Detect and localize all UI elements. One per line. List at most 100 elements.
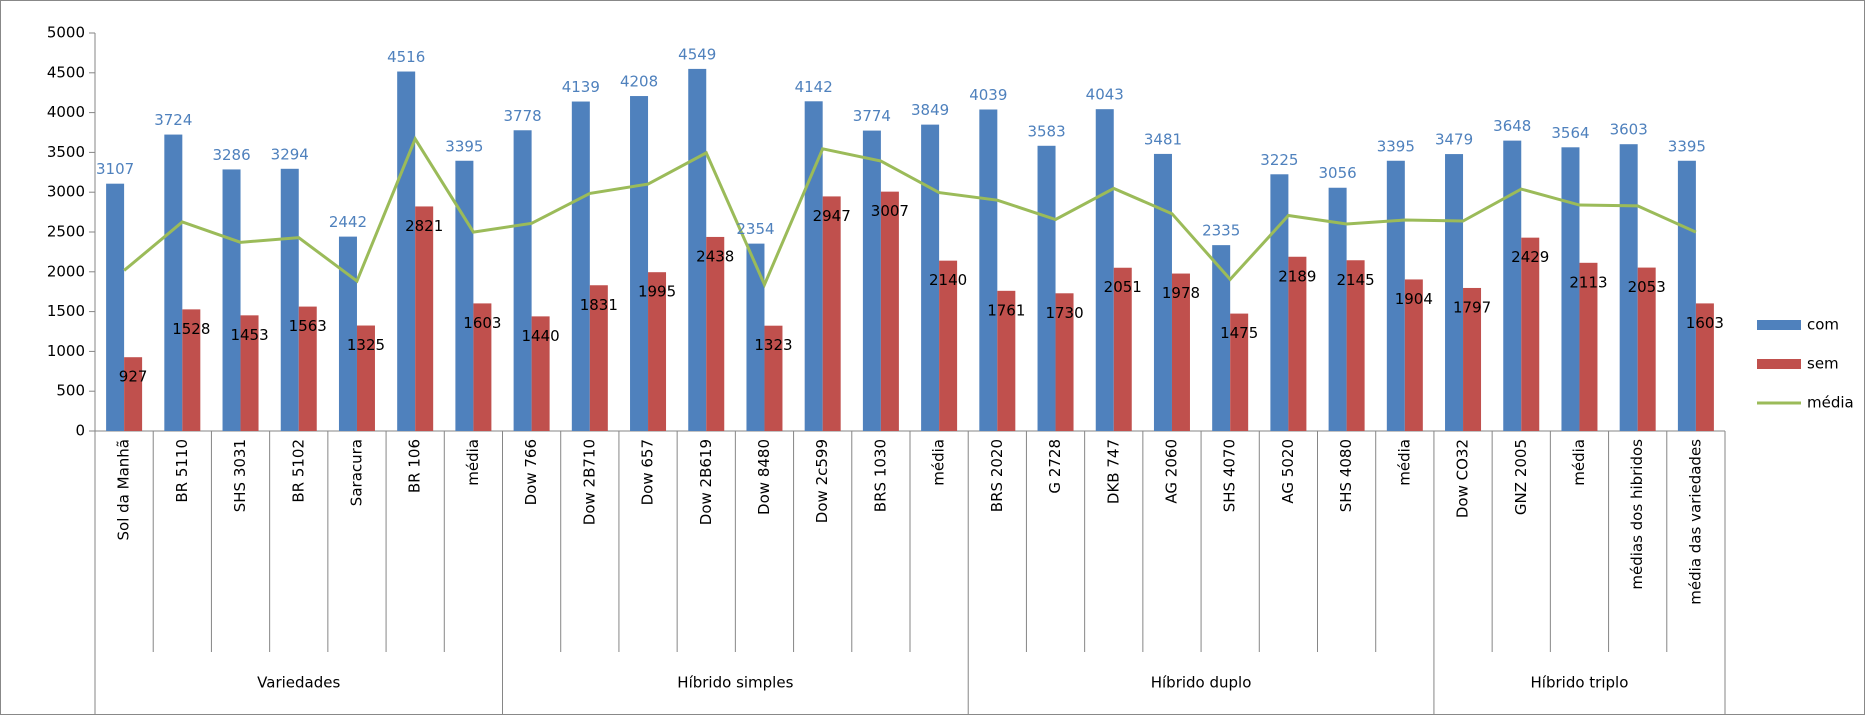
data-label: 1453 bbox=[230, 326, 268, 344]
bar bbox=[106, 183, 125, 431]
bar bbox=[1445, 154, 1464, 431]
data-label: 3395 bbox=[445, 137, 483, 155]
data-label: 3294 bbox=[271, 145, 309, 163]
data-label: 3007 bbox=[871, 202, 909, 220]
y-tick-label: 1500 bbox=[47, 302, 85, 320]
bar bbox=[921, 124, 940, 431]
data-label: 4139 bbox=[562, 78, 600, 96]
x-tick-label: AG 2060 bbox=[1162, 439, 1180, 504]
x-tick-label: Dow CO32 bbox=[1454, 439, 1472, 518]
bar bbox=[513, 130, 532, 432]
bar bbox=[415, 206, 434, 431]
y-tick-label: 0 bbox=[75, 422, 85, 440]
legend-label: com bbox=[1807, 316, 1839, 334]
x-tick-label: SHS 3031 bbox=[231, 439, 249, 512]
bar bbox=[706, 236, 725, 431]
x-tick-label: média bbox=[1395, 439, 1413, 486]
bar bbox=[1113, 267, 1132, 431]
x-tick-label: BR 5102 bbox=[289, 439, 307, 503]
data-label: 2438 bbox=[696, 247, 734, 265]
bar bbox=[182, 309, 201, 431]
bar bbox=[240, 315, 259, 431]
y-tick-label: 3500 bbox=[47, 143, 85, 161]
data-label: 3583 bbox=[1027, 122, 1065, 140]
bar bbox=[648, 272, 667, 431]
y-tick-label: 4500 bbox=[47, 63, 85, 81]
x-tick-label: Sol da Manhã bbox=[115, 439, 133, 540]
data-label: 1528 bbox=[172, 320, 210, 338]
data-label: 4039 bbox=[969, 86, 1007, 104]
bar bbox=[1404, 279, 1423, 431]
data-label: 3225 bbox=[1260, 151, 1298, 169]
data-label: 4516 bbox=[387, 48, 425, 66]
bar bbox=[531, 316, 550, 431]
x-tick-label: Dow 657 bbox=[639, 439, 657, 505]
data-label: 3107 bbox=[96, 160, 134, 178]
y-tick-label: 5000 bbox=[47, 24, 85, 42]
x-tick-label: GNZ 2005 bbox=[1512, 439, 1530, 515]
x-tick-label: média bbox=[1570, 439, 1588, 486]
bar bbox=[630, 96, 649, 431]
line bbox=[123, 135, 1697, 289]
bar bbox=[1212, 245, 1231, 431]
x-tick-label: Dow 766 bbox=[522, 439, 540, 505]
data-label: 2051 bbox=[1104, 278, 1142, 296]
bar bbox=[124, 357, 143, 431]
bar bbox=[589, 285, 608, 431]
data-label: 3481 bbox=[1144, 130, 1182, 148]
bar bbox=[1153, 153, 1172, 431]
data-label: 1323 bbox=[754, 336, 792, 354]
data-label: 3056 bbox=[1319, 164, 1357, 182]
x-tick-label: G 2728 bbox=[1046, 439, 1064, 494]
bar bbox=[397, 71, 416, 431]
bar bbox=[1270, 174, 1289, 432]
bar bbox=[1171, 273, 1190, 431]
y-tick-label: 500 bbox=[56, 382, 85, 400]
data-label: 3648 bbox=[1493, 117, 1531, 135]
data-label: 1475 bbox=[1220, 324, 1258, 342]
bar bbox=[164, 134, 183, 432]
data-label: 1603 bbox=[1686, 314, 1724, 332]
x-tick-label: SHS 4070 bbox=[1221, 439, 1239, 512]
data-label: 3778 bbox=[504, 107, 542, 125]
x-tick-label: AG 5020 bbox=[1279, 439, 1297, 504]
bar bbox=[222, 169, 241, 432]
group-label: Híbrido duplo bbox=[1151, 674, 1252, 692]
bar bbox=[822, 196, 841, 431]
bar bbox=[1579, 262, 1598, 431]
data-label: 1978 bbox=[1162, 284, 1200, 302]
data-label: 1440 bbox=[522, 327, 560, 345]
bar bbox=[338, 236, 357, 431]
data-label: 2053 bbox=[1628, 278, 1666, 296]
data-label: 3286 bbox=[212, 146, 250, 164]
x-tick-label: SHS 4080 bbox=[1337, 439, 1355, 512]
data-label: 2442 bbox=[329, 213, 367, 231]
x-tick-label: Dow 2B710 bbox=[580, 439, 598, 525]
x-tick-label: Dow 8480 bbox=[755, 439, 773, 515]
bar bbox=[746, 243, 765, 431]
x-tick-label: médias dos hibridos bbox=[1628, 439, 1646, 590]
bar bbox=[764, 325, 783, 431]
data-label: 1995 bbox=[638, 283, 676, 301]
data-label: 1904 bbox=[1395, 290, 1433, 308]
bar bbox=[1328, 187, 1347, 431]
data-label: 2821 bbox=[405, 217, 443, 235]
bar bbox=[979, 109, 998, 431]
bar bbox=[455, 160, 474, 431]
bar bbox=[473, 303, 492, 431]
data-label: 2189 bbox=[1278, 267, 1316, 285]
data-label: 3849 bbox=[911, 101, 949, 119]
group-label: Variedades bbox=[257, 674, 340, 692]
bar bbox=[862, 130, 881, 431]
data-label: 3603 bbox=[1610, 121, 1648, 139]
bar bbox=[571, 101, 590, 432]
bar bbox=[356, 325, 375, 431]
y-tick-label: 1000 bbox=[47, 342, 85, 360]
data-label: 1761 bbox=[987, 301, 1025, 319]
legend-swatch bbox=[1757, 320, 1801, 330]
x-tick-label: BR 106 bbox=[406, 439, 424, 493]
bar bbox=[1677, 160, 1696, 431]
data-label: 3479 bbox=[1435, 131, 1473, 149]
